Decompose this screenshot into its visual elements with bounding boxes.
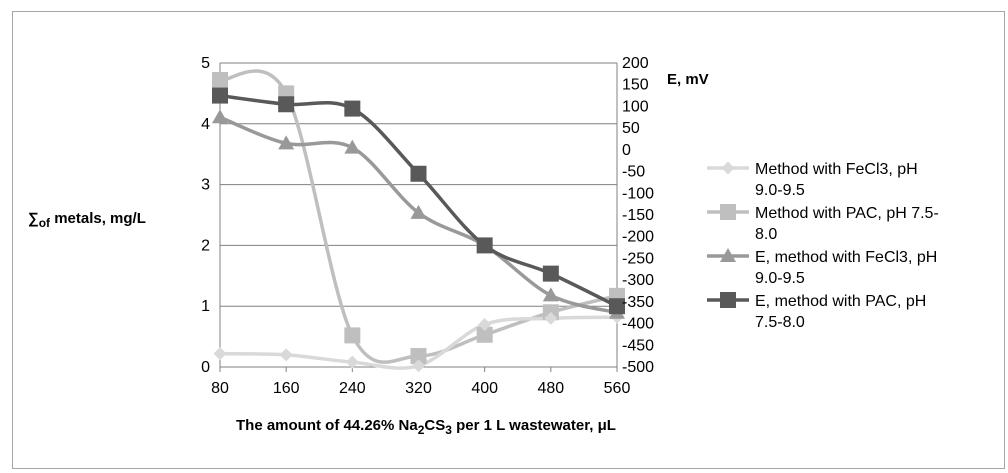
left-tick-label: 5: [201, 55, 210, 72]
right-tick-label: -450: [622, 337, 654, 354]
right-tick-label: 100: [622, 98, 649, 115]
data-point-series-2: [212, 109, 228, 124]
left-tick-label: 1: [201, 298, 210, 315]
x-axis-title: The amount of 44.26% Na2CS3 per 1 L wast…: [236, 417, 616, 437]
legend-label: 8.0: [755, 226, 777, 243]
data-point-series-3: [278, 96, 295, 113]
series-markers: [212, 72, 625, 373]
right-tick-label: -400: [622, 316, 654, 333]
right-axis-ticks: -500-450-400-350-300-250-200-150-100-500…: [622, 55, 654, 376]
right-tick-label: -50: [622, 164, 645, 181]
series-lines: [219, 69, 618, 370]
data-point-series-2: [542, 287, 559, 302]
x-tick-label: 320: [405, 380, 432, 397]
data-point-series-0: [345, 355, 359, 369]
legend-marker-1: [720, 204, 736, 220]
data-point-series-3: [609, 298, 625, 315]
x-tick-label: 560: [604, 380, 631, 397]
x-tick-label: 80: [211, 380, 229, 397]
data-point-series-0: [478, 317, 492, 331]
x-tick-label: 400: [471, 380, 498, 397]
data-point-series-2: [410, 204, 427, 219]
right-tick-label: -150: [622, 207, 654, 224]
right-tick-label: -250: [622, 250, 654, 267]
data-point-series-1: [344, 327, 361, 344]
right-tick-label: -500: [622, 359, 654, 376]
data-point-series-0: [544, 311, 558, 325]
data-point-series-3: [344, 100, 361, 117]
data-point-series-0: [279, 348, 293, 362]
left-axis-ticks: 0 1 2 3 4 5: [201, 55, 210, 376]
left-tick-label: 2: [201, 237, 210, 254]
right-axis-title: E, mV: [667, 71, 709, 88]
right-tick-label: 50: [622, 120, 640, 137]
x-tick-label: 160: [273, 380, 300, 397]
legend-label: E, method with FeCl3, pH: [755, 249, 937, 266]
legend: Method with FeCl3, pH 9.0-9.5 Method with …: [707, 161, 939, 331]
data-point-series-0: [412, 359, 425, 373]
right-tick-label: -100: [622, 185, 654, 202]
legend-label: 9.0-9.5: [755, 182, 805, 199]
legend-marker-3: [720, 292, 736, 308]
data-point-series-1: [212, 72, 228, 89]
left-tick-label: 3: [201, 177, 210, 194]
legend-label: E, method with PAC, pH: [755, 293, 926, 310]
x-tick-label: 480: [537, 380, 564, 397]
x-tick-label: 240: [339, 380, 366, 397]
right-tick-label: 0: [622, 142, 631, 159]
data-point-series-1: [476, 326, 493, 343]
right-tick-label: -200: [622, 229, 654, 246]
legend-label: 9.0-9.5: [755, 270, 805, 287]
right-tick-label: 150: [622, 77, 649, 94]
data-point-series-2: [278, 135, 295, 150]
legend-marker-0: [721, 161, 735, 175]
left-axis-title: ∑of metals, mg/L: [28, 210, 146, 230]
data-point-series-3: [542, 265, 559, 282]
right-tick-label: -300: [622, 272, 654, 289]
x-axis-ticks: 80 160 240 320 400 480 560: [211, 380, 630, 397]
data-point-series-2: [344, 139, 361, 154]
data-point-series-3: [212, 87, 228, 104]
legend-marker-2: [720, 248, 736, 262]
right-tick-label: 200: [622, 55, 649, 72]
data-point-series-1: [410, 348, 427, 365]
data-point-series-0: [213, 347, 227, 361]
left-tick-label: 0: [201, 359, 210, 376]
legend-label: 7.5-8.0: [755, 314, 805, 331]
right-tick-label: -350: [622, 294, 654, 311]
data-point-series-3: [476, 237, 493, 254]
left-tick-label: 4: [201, 116, 210, 133]
legend-label: Method with PAC, pH 7.5-: [755, 205, 939, 222]
data-point-series-3: [410, 165, 427, 182]
legend-label: Method with FeCl3, pH: [755, 161, 918, 178]
